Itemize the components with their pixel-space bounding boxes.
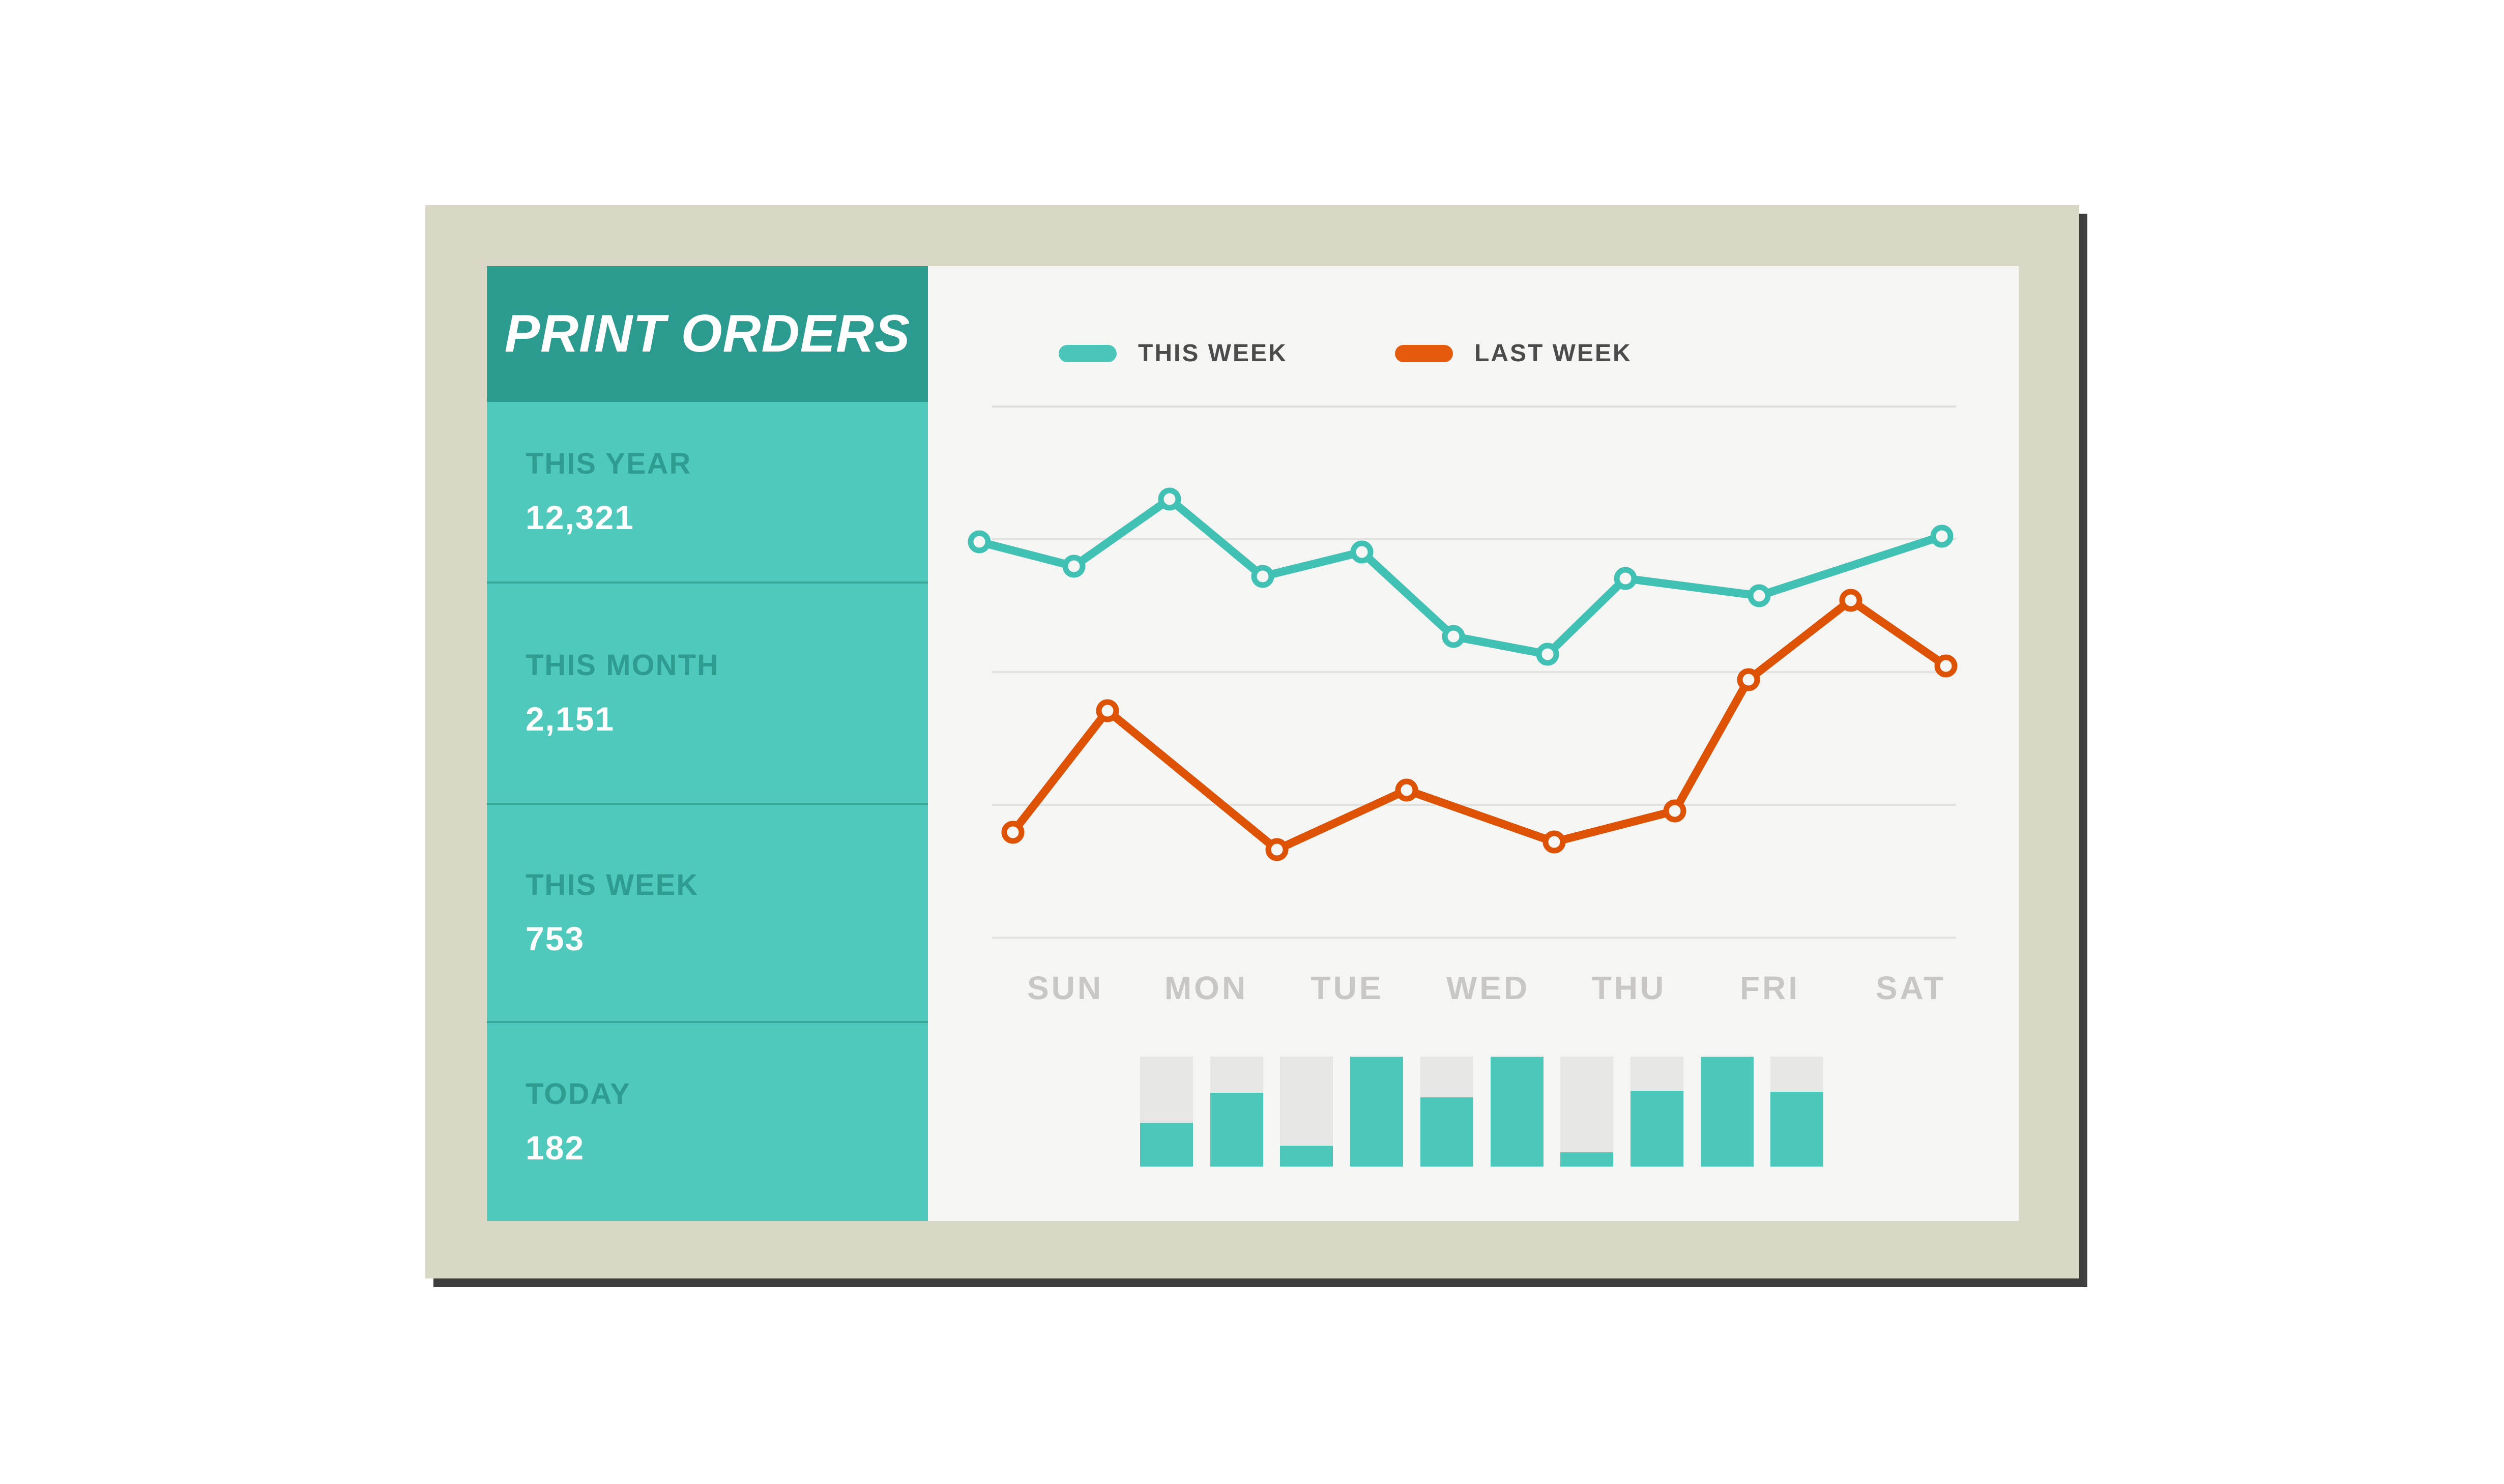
data-point-this-week xyxy=(1251,565,1274,588)
stat-value: 753 xyxy=(526,920,585,957)
stat-row-today: TODAY 182 xyxy=(487,1021,928,1221)
chart-panel: THIS WEEK LAST WEEK SUN MON TUE WED THU FRI SAT xyxy=(928,266,2019,1221)
bar-track xyxy=(1420,1057,1473,1167)
data-point-last-week xyxy=(1265,838,1289,861)
legend-label: LAST WEEK xyxy=(1474,340,1632,367)
legend-item-this-week: THIS WEEK xyxy=(1059,339,1288,367)
bar-track xyxy=(1630,1057,1683,1167)
line-chart xyxy=(968,487,1958,861)
axis-label-sun: SUN xyxy=(1027,970,1104,1006)
bar-fill xyxy=(1770,1092,1823,1167)
bar-track xyxy=(1770,1057,1823,1167)
bar-fill xyxy=(1350,1057,1403,1167)
stat-label: TODAY xyxy=(526,1078,631,1111)
data-point-this-week xyxy=(1062,555,1086,578)
bar-fill xyxy=(1140,1122,1193,1167)
axis-label-sat: SAT xyxy=(1875,970,1946,1006)
bar-track xyxy=(1491,1057,1544,1167)
bar-fill xyxy=(1491,1057,1544,1167)
bar-track xyxy=(1560,1057,1613,1167)
stat-value: 2,151 xyxy=(526,700,615,738)
data-point-this-week xyxy=(1158,487,1181,511)
sidebar: PRINT ORDERS THIS YEAR 12,321 THIS MONTH 2,… xyxy=(487,266,928,1221)
stat-value: 182 xyxy=(526,1129,585,1167)
stat-row-this-month: THIS MONTH 2,151 xyxy=(487,581,928,803)
bar-fill xyxy=(1560,1152,1613,1167)
data-point-this-week xyxy=(1614,567,1637,590)
bar-fill xyxy=(1210,1093,1263,1167)
data-point-this-week xyxy=(1930,525,1954,548)
bar-track xyxy=(1210,1057,1263,1167)
dashboard-card: PRINT ORDERS THIS YEAR 12,321 THIS MONTH 2,… xyxy=(425,205,2079,1278)
stat-label: THIS YEAR xyxy=(526,447,692,480)
bar-track xyxy=(1701,1057,1754,1167)
data-point-last-week xyxy=(1839,589,1862,612)
axis-label-fri: FRI xyxy=(1739,970,1800,1006)
data-point-last-week xyxy=(1737,668,1760,691)
data-point-this-week xyxy=(968,530,991,554)
axis-label-thu: THU xyxy=(1591,970,1667,1006)
bar-track xyxy=(1280,1057,1333,1167)
gridline xyxy=(992,405,1956,408)
stat-value: 12,321 xyxy=(526,499,634,536)
legend-item-last-week: LAST WEEK xyxy=(1395,339,1632,367)
bar-track xyxy=(1140,1057,1193,1167)
axis-label-tue: TUE xyxy=(1311,970,1384,1006)
data-point-this-week xyxy=(1536,643,1559,666)
data-point-last-week xyxy=(1395,778,1418,802)
stats-list: THIS YEAR 12,321 THIS MONTH 2,151 THIS WEEK 7… xyxy=(487,402,928,1221)
bar-fill xyxy=(1630,1090,1683,1167)
page-title: PRINT ORDERS xyxy=(504,304,911,363)
data-point-this-week xyxy=(1350,540,1374,564)
data-point-last-week xyxy=(1663,799,1686,823)
gridline xyxy=(992,804,1956,806)
stat-label: THIS MONTH xyxy=(526,649,719,682)
data-point-last-week xyxy=(1096,699,1119,722)
gridline xyxy=(992,937,1956,939)
data-point-last-week xyxy=(1001,821,1025,844)
bar-fill xyxy=(1701,1057,1754,1167)
bar-fill xyxy=(1420,1097,1473,1167)
bar-track xyxy=(1350,1057,1403,1167)
stat-row-this-week: THIS WEEK 753 xyxy=(487,803,928,1021)
gridline xyxy=(992,538,1956,540)
gridline xyxy=(992,671,1956,673)
data-point-last-week xyxy=(1934,654,1958,678)
data-point-this-week xyxy=(1442,625,1465,648)
sidebar-header: PRINT ORDERS xyxy=(487,266,928,402)
bar-fill xyxy=(1280,1145,1333,1167)
stat-row-this-year: THIS YEAR 12,321 xyxy=(487,402,928,581)
series-line-this-week xyxy=(975,495,1946,658)
legend-label: THIS WEEK xyxy=(1138,340,1288,367)
legend-swatch-icon xyxy=(1059,344,1117,362)
axis-label-wed: WED xyxy=(1446,970,1530,1006)
axis-label-mon: MON xyxy=(1164,970,1248,1006)
stat-label: THIS WEEK xyxy=(526,868,699,901)
data-point-this-week xyxy=(1748,584,1771,607)
data-point-last-week xyxy=(1542,830,1566,854)
legend-swatch-icon xyxy=(1395,344,1453,362)
